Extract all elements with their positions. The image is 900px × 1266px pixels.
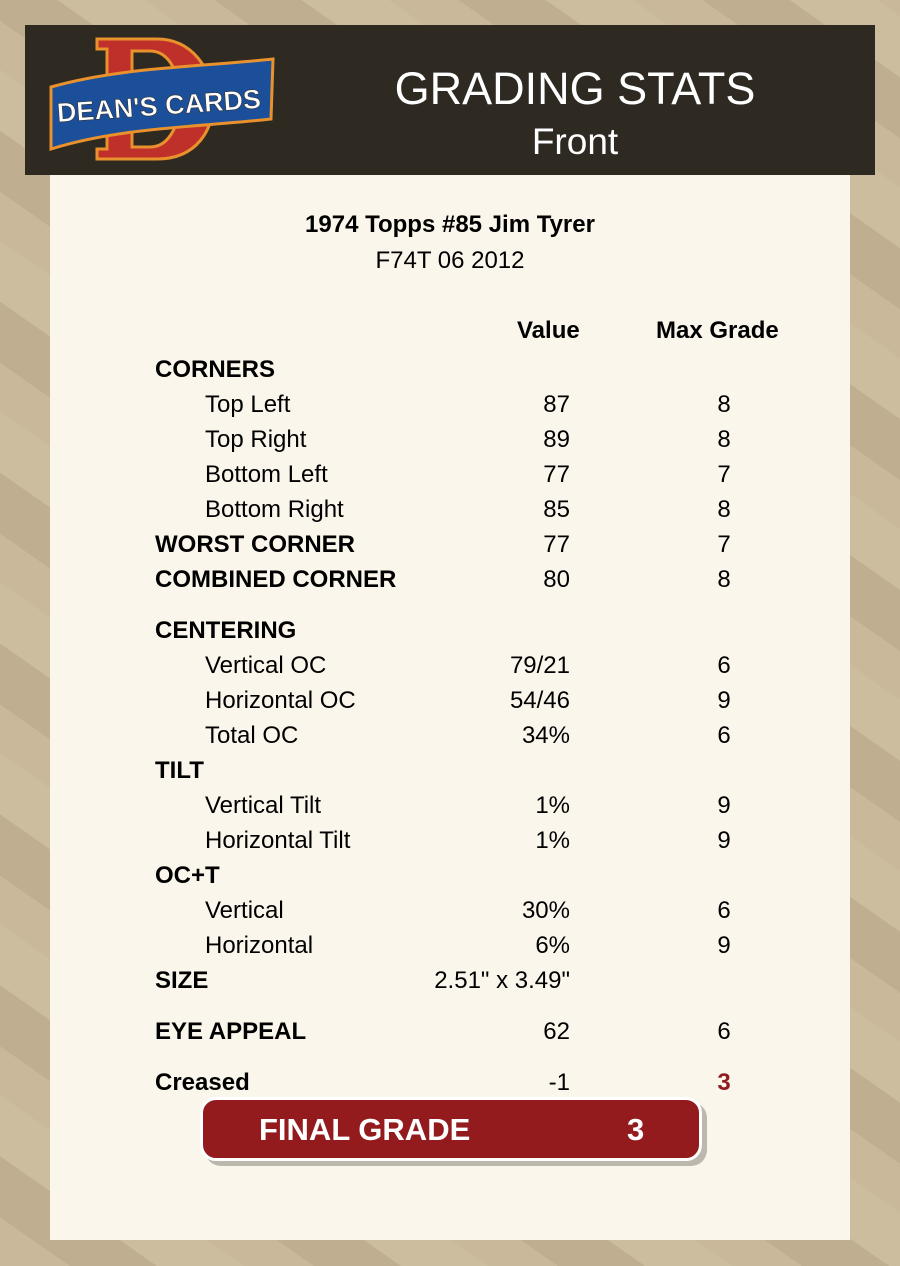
- max-grade-column-header: Max Grade: [656, 317, 779, 344]
- stat-max-grade: 8: [717, 496, 731, 523]
- stat-label: Bottom Left: [205, 461, 328, 488]
- stat-value: 30%: [521, 897, 570, 924]
- stat-label: Horizontal: [205, 932, 314, 959]
- stat-label: Total OC: [205, 722, 299, 749]
- stat-label: Vertical Tilt: [205, 792, 322, 819]
- stat-value: 77: [543, 461, 570, 488]
- section-row: WORST CORNER 77 7: [155, 527, 805, 562]
- stats-panel: 1974 Topps #85 Jim Tyrer F74T 06 2012 Va…: [50, 175, 850, 1240]
- final-grade-badge: FINAL GRADE 3: [200, 1097, 702, 1161]
- stat-row: Total OC 34% 6: [155, 718, 805, 753]
- header-bar: DEAN'S CARDS GRADING STATS Front: [25, 25, 875, 175]
- stat-max-grade: 6: [717, 652, 731, 679]
- section-row: SIZE 2.51" x 3.49": [155, 963, 805, 998]
- stat-value: 80: [543, 566, 570, 593]
- section-row: EYE APPEAL 62 6: [155, 1014, 805, 1049]
- stat-value: 77: [543, 531, 570, 558]
- stat-value: 2.51" x 3.49": [434, 967, 570, 994]
- stat-row: Vertical 30% 6: [155, 893, 805, 928]
- card-name: 1974 Topps #85 Jim Tyrer: [305, 211, 595, 238]
- stat-max-grade: 6: [717, 1018, 731, 1045]
- stat-label: Creased: [155, 1069, 250, 1096]
- section-row: COMBINED CORNER 80 8: [155, 562, 805, 597]
- stat-label: CENTERING: [155, 617, 297, 644]
- section-row: Creased -1 3: [155, 1065, 805, 1100]
- stat-max-grade: 7: [717, 531, 731, 558]
- stats-table: CORNERS Top Left 87 8 Top Right 89 8 Bottom Lef…: [155, 352, 805, 1100]
- stat-value: 34%: [521, 722, 570, 749]
- stat-value: 1%: [535, 792, 570, 819]
- stat-row: Top Left 87 8: [155, 387, 805, 422]
- stat-row: Top Right 89 8: [155, 422, 805, 457]
- stat-label: Vertical: [205, 897, 284, 924]
- section-row: OC+T: [155, 858, 805, 893]
- final-grade-label: FINAL GRADE: [259, 1112, 471, 1147]
- stat-value: 54/46: [509, 687, 570, 714]
- stat-row: Vertical OC 79/21 6: [155, 648, 805, 683]
- stat-row: Horizontal OC 54/46 9: [155, 683, 805, 718]
- section-row: CENTERING: [155, 613, 805, 648]
- page-subtitle: Front: [531, 121, 619, 162]
- stat-label: Top Left: [205, 391, 291, 418]
- deans-cards-logo: DEAN'S CARDS: [49, 37, 275, 161]
- stat-max-grade: 9: [717, 827, 731, 854]
- section-row: TILT: [155, 753, 805, 788]
- stat-max-grade: 7: [717, 461, 731, 488]
- stat-max-grade: 3: [717, 1069, 731, 1096]
- section-row: CORNERS: [155, 352, 805, 387]
- stat-max-grade: 9: [717, 932, 731, 959]
- stat-value: 87: [543, 391, 570, 418]
- stat-row: Bottom Right 85 8: [155, 492, 805, 527]
- stat-label: OC+T: [155, 862, 220, 889]
- stat-label: WORST CORNER: [155, 531, 355, 558]
- card-code: F74T 06 2012: [375, 247, 525, 274]
- stat-label: EYE APPEAL: [155, 1018, 307, 1045]
- stat-label: SIZE: [155, 967, 209, 994]
- value-column-header: Value: [517, 317, 580, 344]
- stat-label: CORNERS: [155, 356, 276, 383]
- stat-row: Bottom Left 77 7: [155, 457, 805, 492]
- stat-row: Vertical Tilt 1% 9: [155, 788, 805, 823]
- stat-value: 89: [543, 426, 570, 453]
- stat-max-grade: 6: [717, 897, 731, 924]
- stat-value: -1: [548, 1069, 570, 1096]
- stat-value: 79/21: [509, 652, 570, 679]
- stat-label: Horizontal Tilt: [205, 827, 351, 854]
- stat-max-grade: 9: [717, 792, 731, 819]
- stat-value: 6%: [535, 932, 570, 959]
- stat-label: Top Right: [205, 426, 307, 453]
- stat-label: Horizontal OC: [205, 687, 356, 714]
- stat-row: Horizontal 6% 9: [155, 928, 805, 963]
- stat-label: TILT: [155, 757, 204, 784]
- stat-value: 1%: [535, 827, 570, 854]
- stat-value: 85: [543, 496, 570, 523]
- stat-label: Vertical OC: [205, 652, 327, 679]
- stat-max-grade: 8: [717, 566, 731, 593]
- page-title: GRADING STATS: [394, 63, 756, 114]
- stat-label: COMBINED CORNER: [155, 566, 397, 593]
- stat-max-grade: 8: [717, 391, 731, 418]
- stat-row: Horizontal Tilt 1% 9: [155, 823, 805, 858]
- stat-max-grade: 8: [717, 426, 731, 453]
- stat-label: Bottom Right: [205, 496, 344, 523]
- stat-value: 62: [543, 1018, 570, 1045]
- final-grade-value: 3: [627, 1112, 645, 1147]
- stat-max-grade: 6: [717, 722, 731, 749]
- stat-max-grade: 9: [717, 687, 731, 714]
